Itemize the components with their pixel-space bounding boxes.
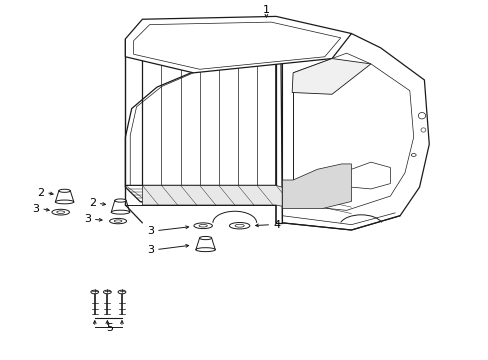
Text: 1: 1 xyxy=(263,5,269,15)
Ellipse shape xyxy=(91,290,99,294)
Ellipse shape xyxy=(194,223,212,229)
Ellipse shape xyxy=(235,224,244,227)
Ellipse shape xyxy=(59,189,70,192)
Text: 3: 3 xyxy=(147,245,154,255)
Text: 3: 3 xyxy=(147,226,154,236)
Ellipse shape xyxy=(410,154,415,157)
Polygon shape xyxy=(142,185,326,216)
Ellipse shape xyxy=(229,222,249,229)
Text: 2: 2 xyxy=(89,198,96,208)
Polygon shape xyxy=(282,164,351,208)
Ellipse shape xyxy=(57,211,64,213)
Polygon shape xyxy=(291,59,370,94)
Ellipse shape xyxy=(199,237,211,240)
Ellipse shape xyxy=(118,290,125,294)
Text: 2: 2 xyxy=(37,188,44,198)
Ellipse shape xyxy=(114,220,122,222)
Text: 3: 3 xyxy=(84,214,91,224)
Ellipse shape xyxy=(196,248,215,252)
Polygon shape xyxy=(281,33,428,230)
Text: 3: 3 xyxy=(32,203,39,213)
Ellipse shape xyxy=(109,219,126,224)
Text: 4: 4 xyxy=(273,220,280,230)
Ellipse shape xyxy=(55,200,74,204)
Ellipse shape xyxy=(52,209,69,215)
Ellipse shape xyxy=(199,224,207,227)
Text: 5: 5 xyxy=(105,323,113,333)
Ellipse shape xyxy=(103,290,111,294)
Polygon shape xyxy=(125,17,351,73)
Ellipse shape xyxy=(115,199,126,202)
Ellipse shape xyxy=(111,210,129,214)
